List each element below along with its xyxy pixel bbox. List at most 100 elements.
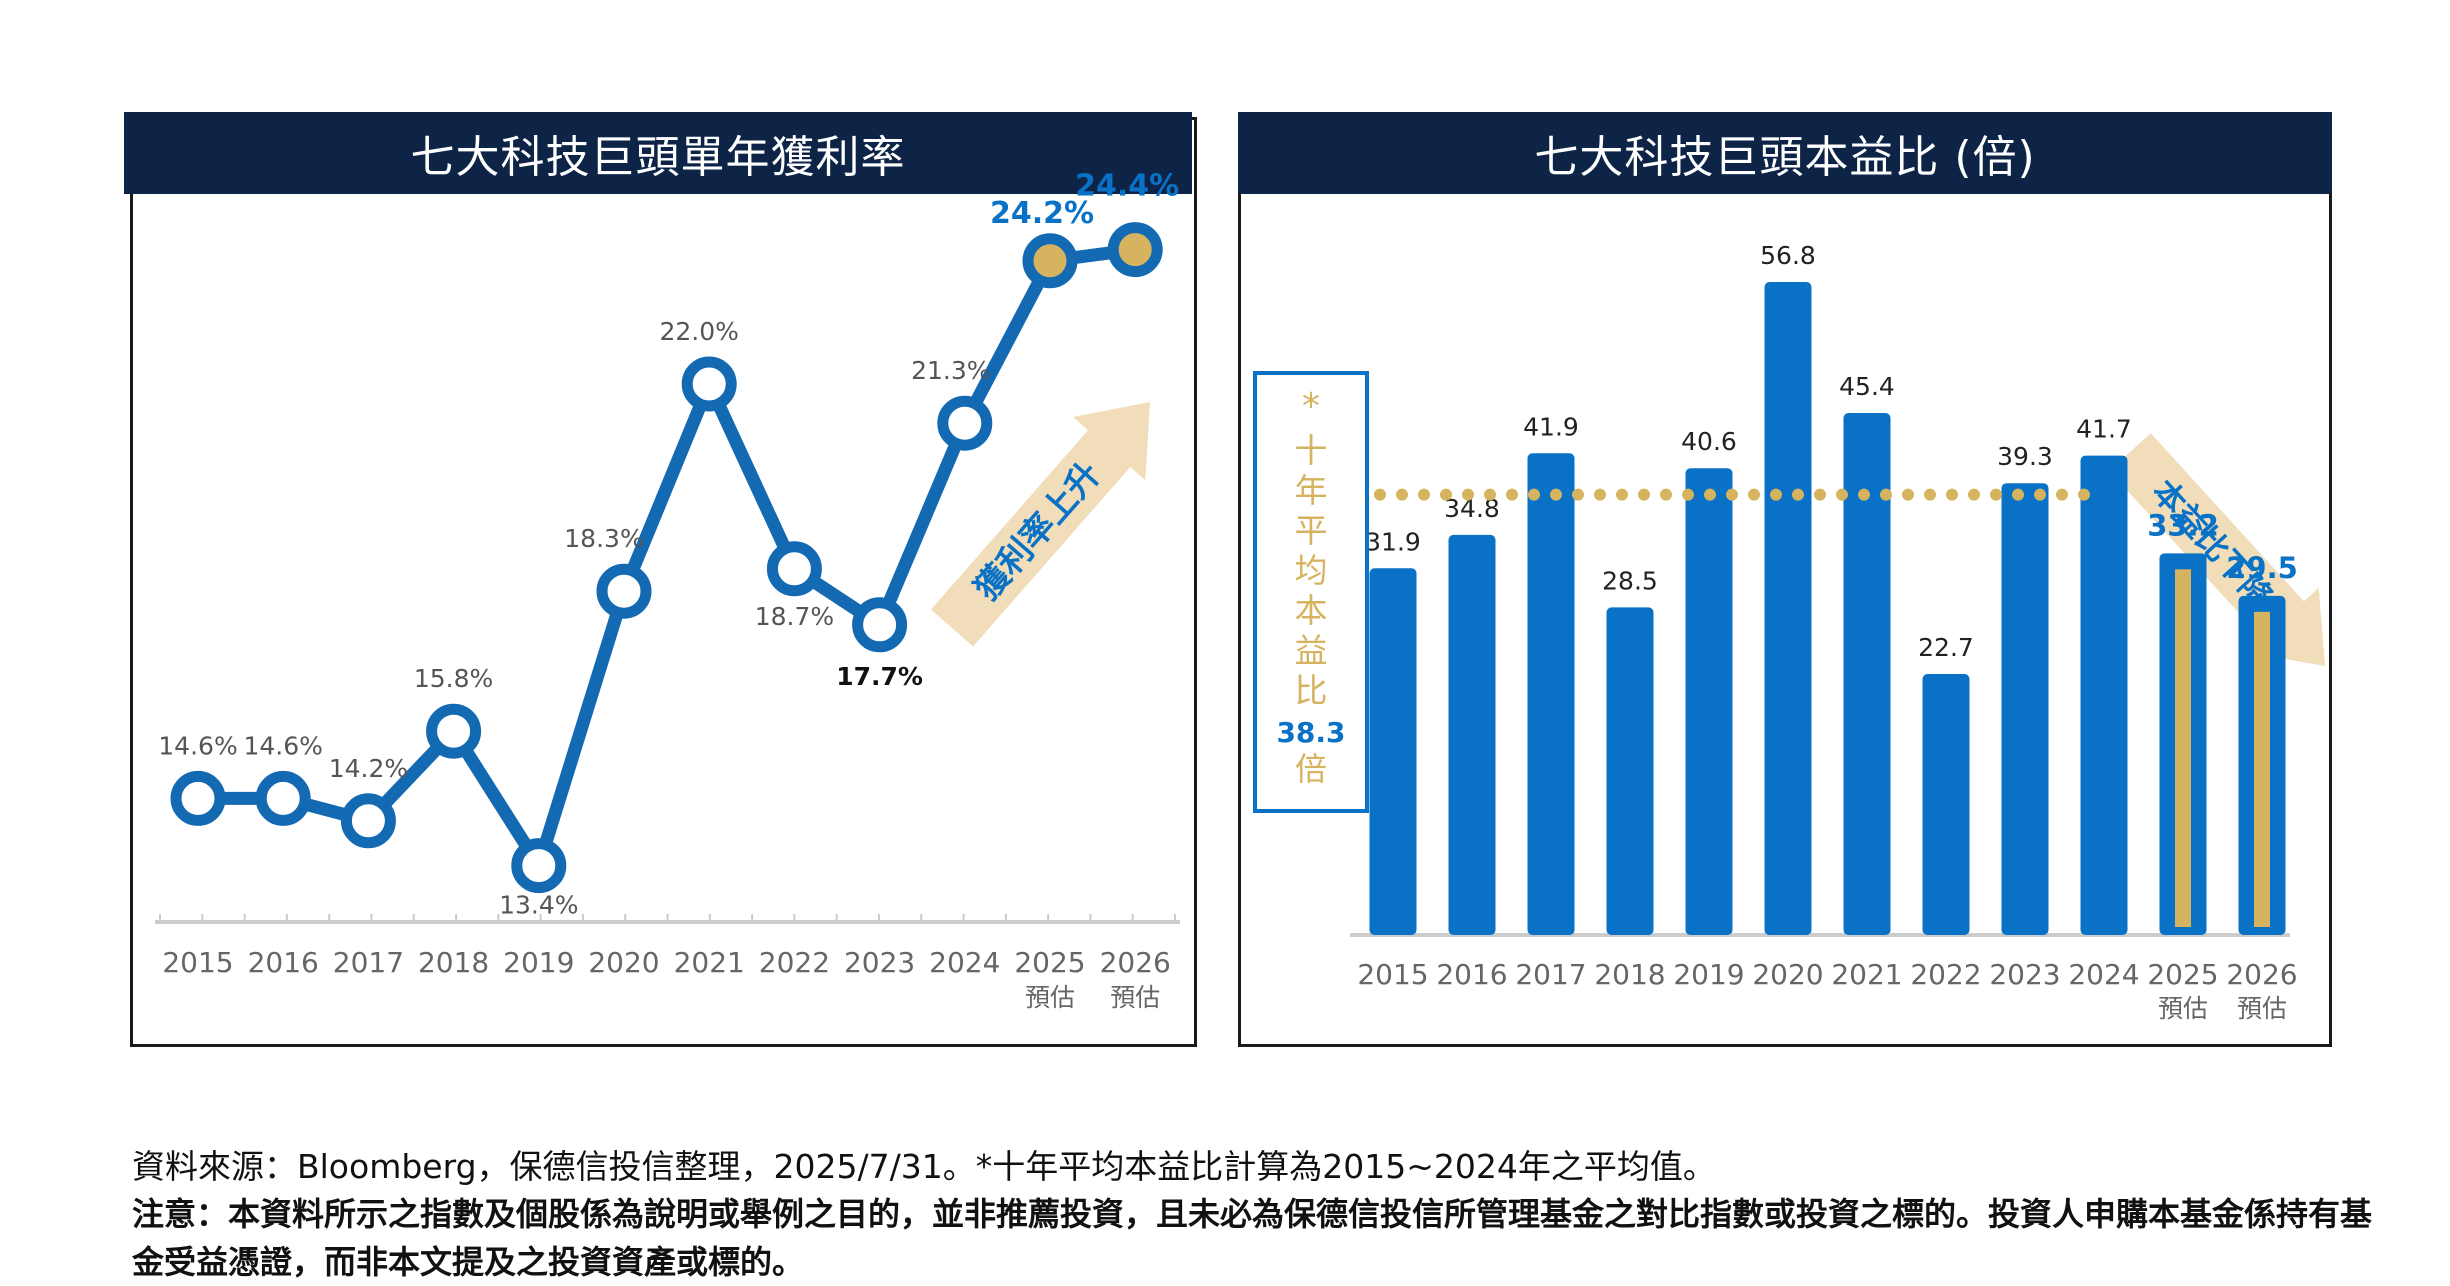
x-tick-label: 2026 (2226, 958, 2297, 991)
data-value-label: 18.3% (564, 524, 643, 553)
reference-line-dot (1418, 488, 1430, 501)
reference-line-dot (1638, 488, 1650, 501)
reference-line-dot (1770, 488, 1782, 501)
data-value-label: 40.6 (1681, 427, 1737, 456)
x-tick-label: 2020 (1752, 958, 1823, 991)
estimate-bar-inner (2175, 569, 2191, 927)
reference-line-dot (1924, 488, 1936, 501)
reference-line-dot (2056, 488, 2068, 501)
reference-label-star: * (1302, 386, 1320, 427)
data-value-label: 15.8% (414, 664, 493, 693)
data-value-label: 39.3 (1997, 442, 2053, 471)
data-bar (1527, 453, 1575, 935)
data-value-label: 24.2% (990, 196, 1094, 231)
reference-line-dot (1572, 488, 1584, 501)
rising-arrow-shape (930, 401, 1151, 647)
estimate-bar-inner (2254, 611, 2270, 927)
reference-line-dot (1550, 488, 1562, 501)
x-tick-label: 2015 (1357, 958, 1428, 991)
data-point-marker (937, 395, 993, 451)
data-bar (2001, 483, 2049, 935)
x-tick-label: 2016 (1436, 958, 1507, 991)
reference-label-char: 年 (1295, 471, 1328, 510)
data-value-label: 28.5 (1602, 566, 1658, 595)
data-bar (1606, 607, 1654, 935)
data-point-marker (340, 793, 396, 849)
x-tick-sublabel: 預估 (1110, 983, 1160, 1012)
x-tick-label: 2020 (588, 946, 659, 979)
data-value-label: 33.2 (2147, 508, 2219, 542)
reference-line-dot (1836, 488, 1848, 501)
x-tick-label: 2016 (248, 946, 319, 979)
source-note: 資料來源：Bloomberg，保德信投信整理，2025/7/31。*十年平均本益… (132, 1147, 1716, 1186)
x-tick-label: 2017 (1515, 958, 1586, 991)
reference-label-unit: 倍 (1295, 750, 1327, 788)
reference-line-dot (1968, 488, 1980, 501)
estimate-point-marker (1022, 233, 1078, 289)
disclaimer-note: 注意：本資料所示之指數及個股係為說明或舉例之目的，並非推薦投資，且未必為保德信投… (132, 1195, 2373, 1281)
reference-line-dot (1528, 488, 1540, 501)
reference-label-value: 38.3 (1276, 716, 1345, 749)
data-value-label: 45.4 (1839, 372, 1895, 401)
reference-line-dot (1594, 488, 1606, 501)
data-point-marker (766, 541, 822, 597)
reference-line-dot (1484, 488, 1496, 501)
x-tick-label: 2025 (2147, 958, 2218, 991)
pe-ratio-chart-title: 七大科技巨頭本益比 (倍) (1238, 112, 2332, 194)
data-value-label: 41.9 (1523, 412, 1579, 441)
x-tick-label: 2015 (162, 946, 233, 979)
reference-line-dot (2034, 488, 2046, 501)
data-value-label: 14.6% (243, 731, 322, 760)
x-tick-label: 2018 (1594, 958, 1665, 991)
data-value-label: 22.7 (1918, 633, 1974, 662)
reference-line-dot (1440, 488, 1452, 501)
data-value-label: 29.5 (2226, 551, 2298, 585)
x-tick-label: 2025 (1014, 946, 1085, 979)
x-tick-label: 2019 (1673, 958, 1744, 991)
profit-margin-chart-title: 七大科技巨頭單年獲利率 (124, 112, 1192, 194)
reference-label-char: 均 (1295, 551, 1328, 590)
reference-line-dot (1792, 488, 1804, 501)
x-tick-sublabel: 預估 (1025, 983, 1075, 1012)
reference-line-dot (1748, 488, 1760, 501)
reference-line-dot (1462, 488, 1474, 501)
reference-label-char: 比 (1295, 671, 1328, 710)
data-value-label: 21.3% (911, 356, 990, 385)
x-tick-label: 2022 (759, 946, 830, 979)
data-bar (1685, 468, 1733, 935)
x-tick-label: 2021 (674, 946, 745, 979)
data-point-marker (255, 770, 311, 826)
x-tick-label: 2017 (333, 946, 404, 979)
data-value-label: 56.8 (1760, 241, 1816, 270)
reference-line-dot (1946, 488, 1958, 501)
data-point-marker (681, 356, 737, 412)
data-bar (1369, 568, 1417, 935)
data-value-label: 14.2% (329, 754, 408, 783)
data-value-label: 31.9 (1365, 527, 1421, 556)
estimate-point-marker (1107, 222, 1163, 278)
data-value-label: 17.7% (836, 662, 923, 691)
data-value-label: 24.4% (1075, 169, 1179, 204)
data-bar (1764, 282, 1812, 935)
x-tick-label: 2019 (503, 946, 574, 979)
reference-line-dot (1374, 488, 1386, 501)
x-tick-label: 2021 (1831, 958, 1902, 991)
reference-line-dot (1682, 488, 1694, 501)
x-tick-label: 2023 (1989, 958, 2060, 991)
data-value-label: 14.6% (158, 731, 237, 760)
data-value-label: 18.7% (755, 602, 834, 631)
x-tick-label: 2022 (1910, 958, 1981, 991)
x-tick-label: 2023 (844, 946, 915, 979)
reference-line-dot (1704, 488, 1716, 501)
data-point-marker (426, 703, 482, 759)
reference-line-dot (1726, 488, 1738, 501)
x-tick-label: 2018 (418, 946, 489, 979)
x-tick-label: 2024 (2068, 958, 2139, 991)
reference-line-dot (1902, 488, 1914, 501)
data-bar (1448, 534, 1496, 935)
reference-line-dot (1814, 488, 1826, 501)
x-tick-label: 2024 (929, 946, 1000, 979)
reference-line-dot (2078, 488, 2090, 501)
